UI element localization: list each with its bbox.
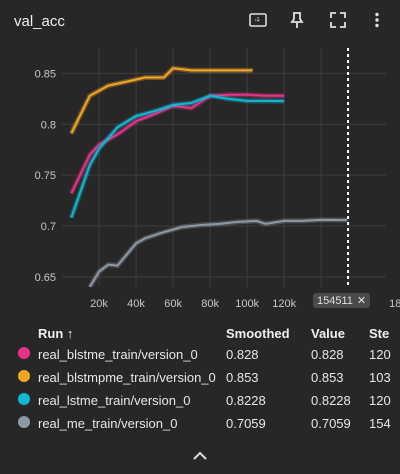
run-name: real_blstmpme_train/version_0 <box>38 370 216 385</box>
run-color-swatch <box>18 347 30 359</box>
raw-value: 0.828 <box>311 347 344 362</box>
smoothed-value: 0.853 <box>226 370 259 385</box>
smoothed-value: 0.828 <box>226 347 259 362</box>
x-tick-label: 60k <box>164 298 182 310</box>
y-tick-label: 0.8 <box>41 119 56 131</box>
run-name: real_me_train/version_0 <box>38 416 178 431</box>
fit-domain-icon[interactable] <box>246 8 270 32</box>
close-icon[interactable]: ✕ <box>356 295 367 307</box>
run-name: real_blstme_train/version_0 <box>38 347 198 362</box>
step-column-header[interactable]: Ste <box>369 326 390 341</box>
more-vert-icon[interactable] <box>365 8 389 32</box>
step-value: 120 <box>369 347 391 362</box>
chart-title: val_acc <box>14 13 65 30</box>
value-column-header[interactable]: Value <box>311 326 345 341</box>
step-cursor-label: 154511 <box>317 294 353 307</box>
y-tick-label: 0.85 <box>35 68 56 80</box>
y-tick-label: 0.65 <box>35 272 56 284</box>
y-tick-label: 0.75 <box>35 170 56 182</box>
series-line <box>88 218 348 287</box>
run-column-header[interactable]: Run ↑ <box>38 326 74 341</box>
series-line <box>70 67 253 134</box>
run-color-swatch <box>18 370 30 382</box>
raw-value: 0.8228 <box>311 393 351 408</box>
chevron-up-icon[interactable] <box>190 446 210 466</box>
x-tick-label: 120k <box>272 298 296 310</box>
table-row[interactable]: real_blstme_train/version_0 0.828 0.828 120 <box>0 344 400 366</box>
step-value: 154 <box>369 416 391 431</box>
table-row[interactable]: real_lstme_train/version_0 0.8228 0.8228 12… <box>0 390 400 412</box>
step-value: 103 <box>369 370 391 385</box>
smoothed-column-header[interactable]: Smoothed <box>226 326 290 341</box>
series-line-raw <box>68 93 285 219</box>
smoothed-value: 0.8228 <box>226 393 266 408</box>
series-line <box>70 94 285 219</box>
run-color-swatch <box>18 416 30 428</box>
run-color-swatch <box>18 393 30 405</box>
y-tick-label: 0.7 <box>41 221 56 233</box>
x-tick-label: 18 <box>389 298 400 310</box>
x-tick-label: 40k <box>127 298 145 310</box>
x-tick-label: 100k <box>235 298 259 310</box>
smoothed-value: 0.7059 <box>226 416 266 431</box>
raw-value: 0.7059 <box>311 416 351 431</box>
x-tick-label: 20k <box>90 298 108 310</box>
step-cursor-badge[interactable]: 154511 ✕ <box>313 293 371 308</box>
run-name: real_lstme_train/version_0 <box>38 393 191 408</box>
pin-icon[interactable] <box>285 8 309 32</box>
x-tick-label: 80k <box>201 298 219 310</box>
table-row[interactable]: real_me_train/version_0 0.7059 0.7059 154 <box>0 413 400 435</box>
table-row[interactable]: real_blstmpme_train/version_0 0.853 0.853 1… <box>0 367 400 389</box>
line-chart[interactable]: 0.850.80.750.70.6520k40k60k80k100k120k14… <box>0 40 400 312</box>
raw-value: 0.853 <box>311 370 344 385</box>
table-header: Run ↑ Smoothed Value Ste <box>0 326 400 342</box>
step-value: 120 <box>369 393 391 408</box>
fullscreen-icon[interactable] <box>326 8 350 32</box>
